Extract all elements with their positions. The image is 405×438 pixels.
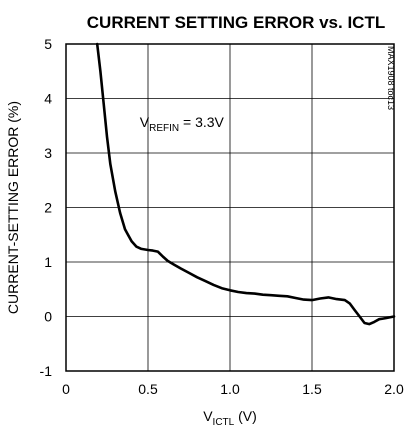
side-tag: MAX1908 toc13 [386,46,396,110]
x-label-v: V [203,408,213,424]
y-tick-label: 1 [44,254,52,270]
x-tick-label: 0.5 [138,381,158,397]
x-axis-label: VICTL (V) [203,408,257,428]
x-tick-label: 2.0 [384,381,404,397]
annotation-sub: REFIN [149,123,179,134]
y-tick-label: 3 [44,145,52,161]
y-axis: -1 0 1 2 3 4 5 [40,36,53,379]
x-tick-label: 0 [62,381,70,397]
x-label-sub: ICTL [213,417,235,428]
plot-area [95,42,396,326]
y-tick-label: -1 [40,363,53,379]
annotation-vrefin: VREFIN = 3.3V [140,114,225,134]
grid [66,44,394,371]
annotation-rest: = 3.3V [179,114,224,130]
y-tick-label: 5 [44,36,52,52]
x-label-unit: (V) [234,408,257,424]
y-tick-label: 2 [44,200,52,216]
x-tick-label: 1.0 [220,381,240,397]
y-tick-label: 4 [44,91,52,107]
y-axis-label: CURRENT-SETTING ERROR (%) [5,101,21,314]
series-line [95,42,396,326]
plot-frame [65,43,395,372]
y-tick-label: 0 [44,309,52,325]
annotation-v: V [140,114,150,130]
x-tick-label: 1.5 [302,381,322,397]
chart-title: CURRENT SETTING ERROR vs. ICTL [87,13,385,32]
x-axis: 0 0.5 1.0 1.5 2.0 [62,381,404,397]
